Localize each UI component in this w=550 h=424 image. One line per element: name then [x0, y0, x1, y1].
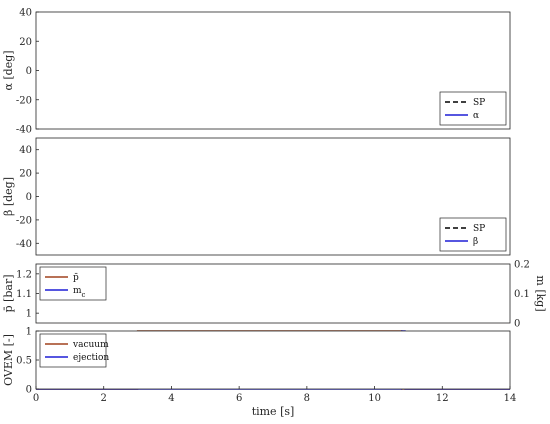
y-tick-label: 0.5: [16, 356, 32, 367]
legend-box: [439, 217, 507, 252]
x-tick-label: 2: [101, 393, 107, 404]
legend-label: SP: [473, 98, 485, 108]
legend-label: ejection: [73, 353, 109, 363]
y-tick-label: 0: [26, 385, 32, 396]
axes-frame: [35, 11, 511, 130]
x-tick-label: 8: [304, 393, 310, 404]
x-tick-label: 10: [368, 393, 381, 404]
y-tick-label: 20: [19, 169, 32, 180]
legend: SP α: [439, 91, 507, 126]
y-axis-label: OVEM [-]: [2, 334, 15, 386]
y-axis-label: α [deg]: [2, 50, 15, 90]
y-tick-label: 0: [26, 66, 32, 77]
panel-2: -40 -20 0 20 40 β [deg] SP β: [2, 137, 511, 256]
legend: vacuum ejection: [39, 333, 109, 368]
y-right-tick-label: 0.1: [514, 289, 530, 300]
y-tick-label: 1: [26, 309, 32, 320]
x-tick-label: 0: [33, 393, 39, 404]
legend: SP β: [439, 217, 507, 252]
legend-label: vacuum: [72, 340, 109, 350]
y-tick-label: -40: [16, 239, 32, 250]
y-tick-label: 40: [19, 145, 32, 156]
legend: p̄mc: [39, 266, 107, 301]
axes-frame: [35, 330, 511, 390]
y-tick-label: 40: [19, 8, 32, 19]
panel-3: 1 1.1 1.2 0 0.1 0.2 p̄ [bar] m [kg] p̄mc: [2, 260, 547, 330]
legend-label-subscript: c: [82, 291, 86, 299]
y-tick-label: 1.2: [16, 269, 32, 280]
x-tick-label: 14: [504, 393, 517, 404]
legend-box: [439, 91, 507, 126]
legend-box: [39, 333, 107, 368]
y-axis-label: p̄ [bar]: [2, 275, 15, 313]
y-right-tick-label: 0.2: [514, 260, 530, 271]
y-tick-label: 20: [19, 37, 32, 48]
y-tick-label: -20: [16, 95, 32, 106]
y-right-tick-label: 0: [514, 319, 520, 330]
x-axis-label: time [s]: [252, 405, 295, 418]
legend-box: [39, 266, 107, 301]
legend-label: SP: [473, 224, 485, 234]
x-tick-label: 12: [436, 393, 449, 404]
y-right-axis-label: m [kg]: [534, 275, 547, 311]
y-tick-label: -20: [16, 215, 32, 226]
axes-frame: [35, 263, 511, 324]
x-tick-label: 6: [236, 393, 242, 404]
legend-label: α: [473, 111, 479, 121]
x-tick-label: 4: [168, 393, 174, 404]
y-tick-label: -40: [16, 125, 32, 136]
panel-1: -40 -20 0 20 40 α [deg] SP α: [2, 8, 511, 136]
y-axis-label: β [deg]: [2, 177, 15, 216]
axes-frame: [35, 137, 511, 256]
y-tick-label: 0: [26, 192, 32, 203]
legend-label: β: [473, 237, 478, 247]
y-tick-label: 1: [26, 327, 32, 338]
y-tick-label: 1.1: [16, 289, 32, 300]
legend-label: p̄: [73, 273, 79, 283]
